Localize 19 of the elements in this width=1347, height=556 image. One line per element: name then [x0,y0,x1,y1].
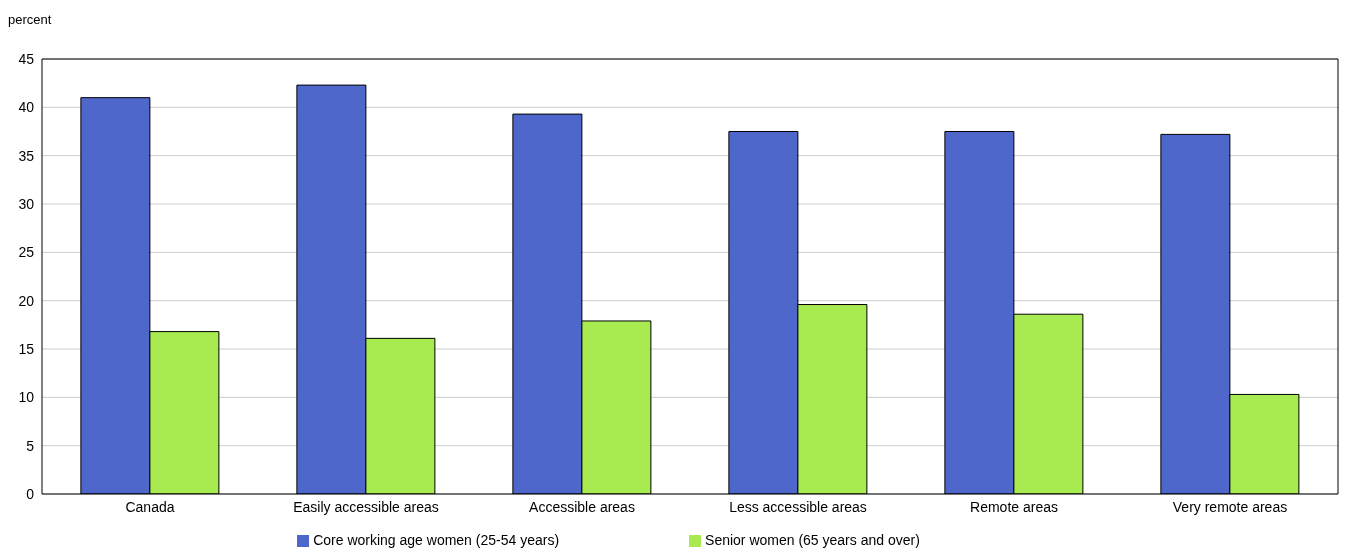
y-tick-label: 40 [18,99,35,116]
x-tick-label: Remote areas [970,498,1058,515]
y-tick-label: 0 [26,485,35,502]
x-tick-label: Easily accessible areas [293,498,439,515]
x-tick-label: Very remote areas [1172,498,1288,515]
x-tick-label: Less accessible areas [729,498,867,515]
y-tick-label: 25 [18,244,35,261]
y-tick-label: 35 [18,147,35,164]
y-tick-label: 30 [18,195,35,212]
y-tick-label: 10 [18,389,35,406]
y-tick-label: 45 [18,50,35,67]
y-tick-label: 5 [26,437,35,454]
legend-label: Senior women (65 years and over) [705,532,920,548]
y-tick-label: 15 [18,340,35,357]
y-tick-label: 20 [18,292,35,309]
y-axis-title: percent [8,12,52,27]
x-tick-label: Accessible areas [529,498,635,515]
x-tick-label: Canada [125,498,175,515]
legend-label: Core working age women (25-54 years) [313,532,560,548]
